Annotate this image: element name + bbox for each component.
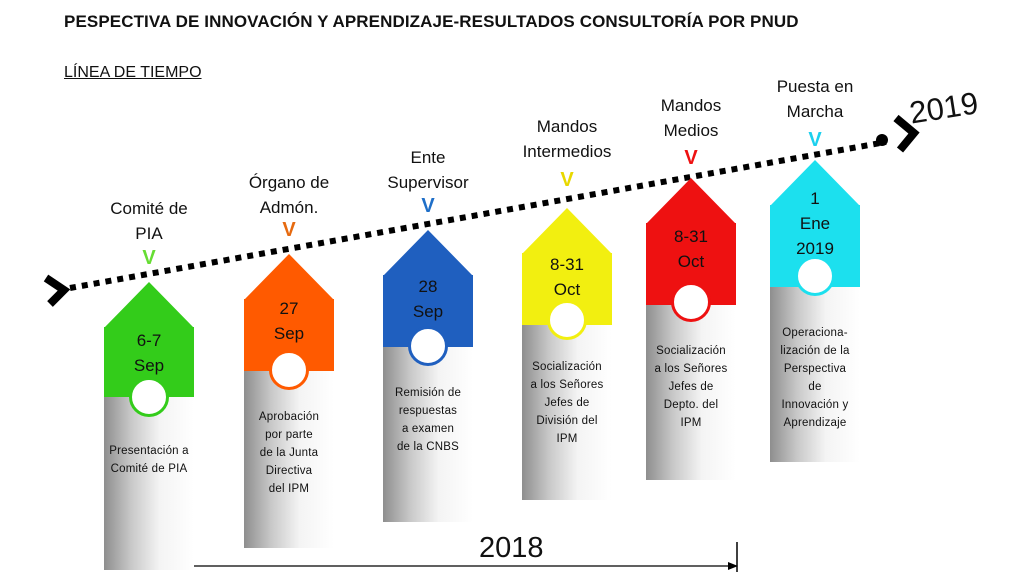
- stage-description-line: División del: [536, 415, 598, 427]
- timeline-end-chevron: [893, 114, 920, 153]
- stage-date-line: Oct: [553, 280, 581, 299]
- stage-description-line: respuestas: [398, 405, 458, 417]
- checkmark-icon: V: [560, 169, 574, 191]
- stage-label: Ente Supervisor: [343, 145, 513, 195]
- stage-circle: [671, 282, 711, 322]
- stage-date-line: 28: [418, 277, 438, 296]
- stage-date: 6-7 Sep: [104, 328, 194, 378]
- stage-gray-body: [244, 371, 334, 548]
- stage-label-line: Supervisor: [387, 173, 469, 192]
- checkmark-icon: V: [282, 219, 296, 241]
- stage-circle: [129, 377, 169, 417]
- timeline-start-chevron: [43, 274, 71, 307]
- stage-date: 8-31 Oct: [646, 224, 736, 274]
- stage-date-line: 8-31: [673, 227, 709, 246]
- stage-gray-body: [383, 347, 473, 522]
- stage-date: 27 Sep: [244, 296, 334, 346]
- checkmark-icon: V: [142, 247, 156, 269]
- year-range-right-arrow: [728, 562, 738, 570]
- stage-description-line: Remisión de: [394, 387, 462, 399]
- stage-description-line: Depto. del: [663, 399, 719, 411]
- stage-label-line: Medios: [663, 121, 719, 140]
- stage-description-line: IPM: [556, 433, 578, 445]
- stage-date-line: Sep: [273, 324, 305, 343]
- stage-description-line: Operaciona-: [782, 327, 848, 339]
- stage-label-line: Intermedios: [522, 142, 612, 161]
- stage-date: 28 Sep: [383, 274, 473, 324]
- stage-label-line: Órgano de: [248, 173, 330, 192]
- stage-description: Operaciona-lización de la Perspectiva de In…: [764, 324, 866, 432]
- stage-label-line: Marcha: [786, 102, 844, 121]
- checkmark-icon: V: [808, 129, 822, 151]
- stage-label-line: Puesta en: [776, 77, 854, 96]
- stage-circle: [269, 350, 309, 390]
- stage-label-line: Mandos: [660, 96, 722, 115]
- stage-date-line: 27: [279, 299, 299, 318]
- stage-date-line: 6-7: [136, 331, 162, 350]
- stage-description-line: de la CNBS: [396, 441, 460, 453]
- stage-date-line: 2019: [796, 239, 834, 258]
- year-2018-label: 2018: [479, 532, 544, 564]
- stage-label-line: Ente: [410, 148, 446, 167]
- stage-date-line: Sep: [412, 302, 444, 321]
- page-title: PESPECTIVA DE INNOVACIÓN Y APRENDIZAJE-R…: [64, 12, 799, 31]
- stage-circle: [795, 256, 835, 296]
- stage-description-line: a los Señores: [530, 379, 604, 391]
- stage-gray-body: [770, 287, 860, 462]
- stage-description: Socialización a los Señores Jefes de Divisi…: [516, 358, 618, 448]
- stage-date-line: Sep: [133, 356, 165, 375]
- stage-gray-body: [522, 325, 612, 500]
- stage-label-line: PIA: [135, 224, 163, 243]
- stage-gray-body: [104, 397, 194, 570]
- page-subtitle: LÍNEA DE TIEMPO: [64, 64, 202, 81]
- stage-description-line: de: [808, 381, 822, 393]
- stage-description-line: Directiva: [265, 465, 313, 477]
- stage-date-line: Ene: [799, 214, 831, 233]
- stage-description: Socialización a los Señores Jefes de Depto.…: [640, 342, 742, 432]
- stage-label-line: Comité de: [110, 199, 188, 218]
- stage-gray-body: [646, 305, 736, 480]
- stage-label-line: Mandos: [536, 117, 598, 136]
- stage-date: 1 Ene 2019: [770, 186, 860, 261]
- checkmark-icon: V: [421, 195, 435, 217]
- stage-description-line: Jefes de: [668, 381, 714, 393]
- stage-circle: [408, 326, 448, 366]
- stage-label: Mandos Medios: [606, 93, 776, 143]
- stage-description-line: Perspectiva: [783, 363, 847, 375]
- stage-description-line: Innovación y: [781, 399, 849, 411]
- stage-description-line: de la Junta: [259, 447, 319, 459]
- checkmark-icon: V: [684, 147, 698, 169]
- timeline-end-dot: [876, 134, 888, 146]
- stage-description-line: Jefes de: [544, 397, 590, 409]
- stage-description-line: Aprendizaje: [783, 417, 847, 429]
- stage-label: Órgano de Admón.: [204, 170, 374, 220]
- stage-label: Mandos Intermedios: [482, 114, 652, 164]
- stage-date-line: 8-31: [549, 255, 585, 274]
- stage-description-line: Comité de PIA: [110, 463, 188, 475]
- stage-description: Remisión de respuestas a examen de la CNBS: [377, 384, 479, 456]
- stage-description: Aprobación por parte de la Junta Directiva d…: [238, 408, 340, 498]
- stage-description-line: Aprobación: [258, 411, 320, 423]
- stage-description-line: a examen: [401, 423, 455, 435]
- stage-description-line: Socialización: [656, 345, 726, 357]
- stage-description: Presentación a Comité de PIA: [98, 442, 200, 478]
- stage-date-line: Oct: [677, 252, 705, 271]
- stage-description-line: IPM: [680, 417, 702, 429]
- stage-description-line: del IPM: [268, 483, 310, 495]
- stage-description-line: a los Señores: [654, 363, 728, 375]
- stage-date: 8-31 Oct: [522, 252, 612, 302]
- stage-description-line: Presentación a: [109, 445, 189, 457]
- stage-label-line: Admón.: [259, 198, 319, 217]
- stage-circle: [547, 300, 587, 340]
- stage-description-line: Socialización: [532, 361, 602, 373]
- stage-label: Comité de PIA: [64, 196, 234, 246]
- stage-date-line: 1: [810, 189, 820, 208]
- stage-description-line: por parte: [265, 429, 313, 441]
- stage-label: Puesta en Marcha: [730, 74, 900, 124]
- stage-description-line: lización de la: [780, 345, 850, 357]
